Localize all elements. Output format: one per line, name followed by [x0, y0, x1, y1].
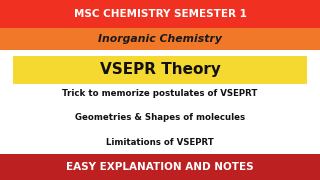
- Text: Limitations of VSEPRT: Limitations of VSEPRT: [106, 138, 214, 147]
- FancyBboxPatch shape: [13, 56, 307, 84]
- FancyBboxPatch shape: [0, 154, 320, 180]
- FancyBboxPatch shape: [0, 0, 320, 28]
- Text: MSC CHEMISTRY SEMESTER 1: MSC CHEMISTRY SEMESTER 1: [74, 9, 246, 19]
- FancyBboxPatch shape: [0, 28, 320, 50]
- Text: EASY EXPLANATION AND NOTES: EASY EXPLANATION AND NOTES: [66, 162, 254, 172]
- Text: Geometries & Shapes of molecules: Geometries & Shapes of molecules: [75, 113, 245, 122]
- Text: VSEPR Theory: VSEPR Theory: [100, 62, 220, 77]
- Text: Trick to memorize postulates of VSEPRT: Trick to memorize postulates of VSEPRT: [62, 89, 258, 98]
- Text: Inorganic Chemistry: Inorganic Chemistry: [98, 34, 222, 44]
